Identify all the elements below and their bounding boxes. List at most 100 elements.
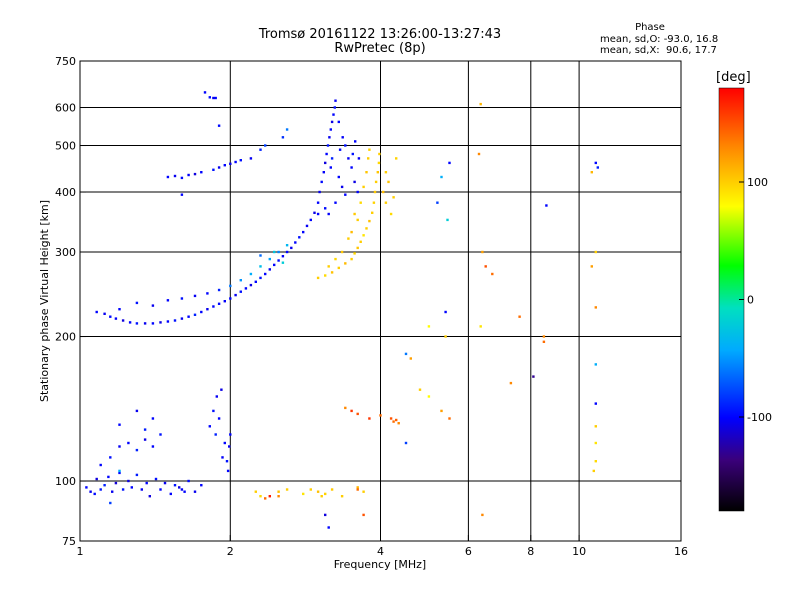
data-point — [324, 513, 327, 517]
data-point — [151, 417, 155, 420]
data-point — [350, 409, 353, 413]
data-point — [368, 148, 371, 151]
data-point — [103, 312, 106, 315]
data-points-layer — [85, 91, 599, 529]
data-point — [254, 280, 257, 283]
y-tick-label-300: 300 — [55, 246, 76, 259]
data-point — [324, 161, 327, 165]
data-point — [135, 409, 139, 413]
data-point — [392, 420, 395, 423]
data-point — [166, 175, 170, 179]
data-point — [135, 448, 139, 452]
data-point — [143, 438, 147, 441]
data-point — [85, 486, 88, 489]
y-tick-label-200: 200 — [55, 331, 76, 344]
data-point — [316, 490, 320, 493]
data-point — [329, 128, 332, 131]
data-point — [484, 265, 487, 268]
data-point — [590, 265, 593, 268]
data-point — [481, 513, 484, 517]
data-point — [187, 315, 190, 318]
data-point — [268, 268, 271, 271]
data-point — [392, 196, 395, 199]
data-point — [143, 322, 147, 325]
data-point — [427, 395, 431, 398]
data-point — [509, 381, 513, 385]
data-point — [334, 201, 337, 204]
data-point — [290, 246, 293, 250]
data-point — [239, 279, 242, 282]
data-point — [350, 230, 353, 234]
data-point — [302, 230, 305, 234]
data-point — [264, 144, 267, 147]
data-point — [324, 274, 327, 277]
data-point — [173, 174, 177, 178]
x-axis-label: Frequency [MHz] — [334, 558, 426, 571]
data-point — [130, 486, 133, 489]
x-tick-label-6: 6 — [465, 545, 472, 558]
data-point — [440, 175, 443, 179]
y-axis-label: Stationary phase Virtual Height [km] — [38, 200, 51, 402]
data-point — [357, 157, 361, 160]
data-point — [93, 492, 96, 496]
data-point — [281, 136, 285, 139]
data-point — [249, 157, 253, 160]
data-point — [128, 321, 132, 324]
data-point — [223, 300, 226, 303]
data-point — [259, 276, 262, 280]
data-point — [217, 417, 221, 420]
data-point — [268, 495, 271, 498]
series-o-mode-f-trace — [95, 211, 316, 325]
data-point — [338, 148, 342, 151]
data-point — [118, 308, 121, 311]
data-point — [344, 262, 347, 265]
data-point — [103, 484, 106, 487]
series-scattered-echoes — [268, 102, 599, 529]
data-point — [367, 157, 370, 160]
data-point — [444, 310, 447, 314]
data-point — [212, 96, 215, 100]
data-point — [95, 477, 98, 481]
data-point — [448, 417, 451, 420]
data-point — [337, 175, 340, 179]
data-point — [217, 288, 221, 292]
data-point — [409, 357, 412, 360]
data-point — [154, 477, 158, 481]
y-tick-label-750: 750 — [55, 55, 76, 68]
data-point — [368, 417, 371, 420]
data-point — [378, 152, 381, 156]
data-point — [356, 246, 359, 250]
data-point — [594, 425, 597, 428]
data-point — [362, 185, 365, 189]
data-point — [316, 212, 320, 216]
data-point — [200, 310, 203, 314]
data-point — [183, 490, 186, 493]
data-point — [264, 272, 267, 276]
colorbar-unit: [deg] — [716, 70, 751, 85]
series-o-mode-low-band — [85, 388, 232, 505]
data-point — [180, 193, 184, 196]
data-point — [395, 418, 398, 422]
data-point — [368, 219, 371, 223]
series-x-mode-trace — [316, 148, 398, 280]
data-point — [356, 412, 359, 416]
data-point — [107, 475, 110, 479]
data-point — [318, 190, 321, 194]
x-tick-label-8: 8 — [527, 545, 534, 558]
data-point — [440, 409, 443, 413]
data-point — [285, 488, 289, 491]
x-tick-label-1: 1 — [77, 545, 84, 558]
data-point — [356, 486, 359, 489]
x-tick-label-4: 4 — [377, 545, 384, 558]
data-point — [225, 460, 229, 463]
data-point — [163, 481, 167, 485]
data-point — [324, 207, 327, 210]
data-point — [316, 276, 320, 280]
data-point — [214, 433, 217, 436]
data-point — [320, 495, 323, 498]
data-point — [341, 136, 344, 139]
data-point — [542, 335, 546, 338]
data-point — [330, 157, 334, 160]
data-point — [596, 166, 599, 169]
data-point — [220, 388, 223, 391]
